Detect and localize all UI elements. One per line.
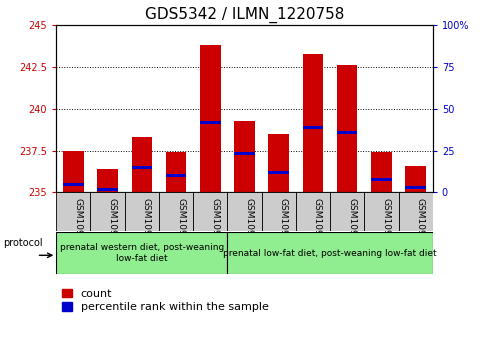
Bar: [405, 186, 425, 189]
Text: GSM1093606: GSM1093606: [73, 198, 82, 259]
Bar: [295, 192, 329, 231]
Bar: [124, 192, 159, 231]
Bar: [200, 45, 220, 192]
Text: GSM1093611: GSM1093611: [176, 198, 184, 259]
Bar: [234, 121, 254, 192]
Bar: [63, 183, 83, 185]
Text: GSM1093607: GSM1093607: [107, 198, 116, 259]
Text: GSM1093613: GSM1093613: [278, 198, 287, 259]
Bar: [268, 134, 288, 192]
Text: prenatal western diet, post-weaning
low-fat diet: prenatal western diet, post-weaning low-…: [60, 244, 224, 263]
Bar: [364, 192, 398, 231]
Bar: [200, 121, 220, 124]
Text: GSM1093620: GSM1093620: [210, 198, 219, 259]
Text: prenatal low-fat diet, post-weaning low-fat diet: prenatal low-fat diet, post-weaning low-…: [223, 249, 436, 258]
Text: GSM1093603: GSM1093603: [244, 198, 253, 259]
Title: GDS5342 / ILMN_1220758: GDS5342 / ILMN_1220758: [144, 7, 344, 23]
Bar: [90, 192, 124, 231]
Bar: [131, 137, 152, 192]
Text: GSM1093617: GSM1093617: [381, 198, 389, 259]
Bar: [398, 192, 432, 231]
Text: GSM1093616: GSM1093616: [346, 198, 355, 259]
Bar: [159, 192, 193, 231]
Bar: [370, 152, 391, 192]
Bar: [370, 178, 391, 180]
Bar: [336, 131, 357, 134]
Bar: [227, 192, 261, 231]
Text: GSM1093614: GSM1093614: [312, 198, 321, 259]
Text: GSM1093610: GSM1093610: [142, 198, 150, 259]
Bar: [227, 232, 432, 274]
Bar: [336, 65, 357, 192]
Bar: [56, 192, 90, 231]
Legend: count, percentile rank within the sample: count, percentile rank within the sample: [61, 289, 268, 312]
Bar: [165, 174, 186, 177]
Bar: [165, 152, 186, 192]
Bar: [268, 171, 288, 174]
Bar: [97, 188, 118, 191]
Bar: [97, 169, 118, 192]
Bar: [234, 152, 254, 155]
Bar: [63, 151, 83, 192]
Bar: [405, 166, 425, 192]
Bar: [329, 192, 364, 231]
Bar: [302, 126, 323, 129]
Text: GSM1093618: GSM1093618: [415, 198, 424, 259]
Bar: [131, 166, 152, 169]
Bar: [302, 54, 323, 192]
Bar: [193, 192, 227, 231]
Bar: [56, 232, 227, 274]
Bar: [261, 192, 295, 231]
Text: protocol: protocol: [3, 238, 42, 248]
